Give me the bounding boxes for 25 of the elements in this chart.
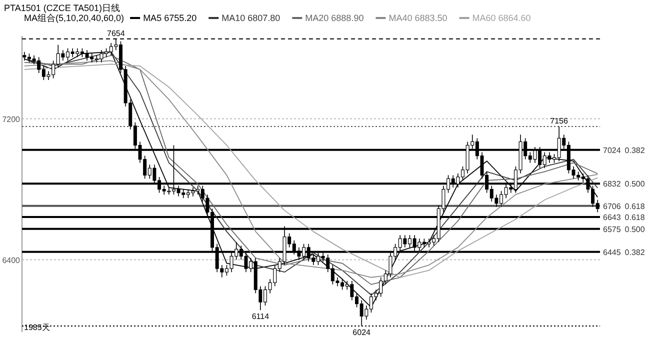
ref-label: 6445	[603, 248, 621, 257]
legend-item: MA10 6807.80	[222, 13, 280, 23]
ref-label: 0.382	[624, 248, 645, 257]
ref-label: 0.500	[624, 224, 645, 234]
ref-label: 6832	[603, 180, 621, 189]
ref-label: 0.382	[624, 146, 645, 155]
annotation: 6024	[352, 328, 370, 337]
ref-label: 0.618	[624, 212, 645, 222]
annotation: 6114	[252, 312, 270, 322]
ref-label: 0.500	[624, 180, 645, 189]
ytick: 6400	[2, 256, 20, 265]
ref-label: 6706	[603, 202, 621, 211]
ref-label: 0.618	[624, 202, 645, 211]
ytick: 7200	[2, 114, 20, 124]
legend-item: MA5 6755.20	[143, 13, 197, 23]
legend-item: MA40 6883.50	[388, 13, 448, 23]
legend-item: MA60 6864.60	[472, 13, 531, 23]
ref-label: 6643	[603, 212, 621, 222]
title: PTA1501 (CZCE TA501)日线	[4, 3, 120, 13]
annotation: 7156	[550, 116, 568, 126]
ref-label: 7024	[603, 146, 621, 155]
legend-item: MA20 6888.90	[305, 13, 364, 23]
ref-label: 6575	[603, 224, 621, 234]
subtitle: MA组合(5,10,20,40,60,0)	[24, 13, 124, 23]
annotation: 7654	[107, 28, 125, 38]
